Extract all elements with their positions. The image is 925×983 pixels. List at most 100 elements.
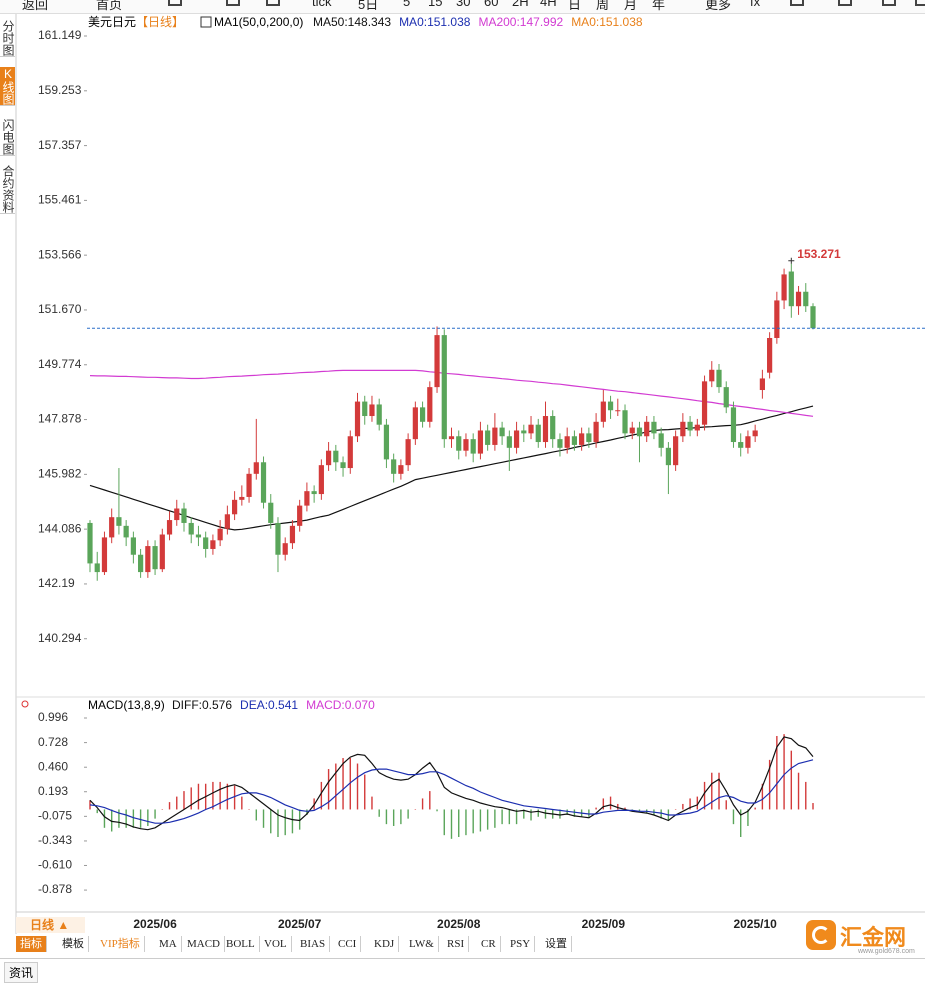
indicator-tab[interactable]: 模板 <box>58 936 89 952</box>
macd-bar <box>436 809 438 812</box>
sidebar-tab[interactable]: K线图 <box>0 67 15 106</box>
toolbar-item[interactable]: fx <box>750 0 761 9</box>
macd-bar <box>364 774 366 810</box>
indicator-tab[interactable]: MA <box>155 936 182 952</box>
sidebar-tab[interactable]: 分时图 <box>0 20 15 57</box>
toolbar-icon[interactable] <box>168 0 182 6</box>
indicator-line <box>89 369 814 417</box>
indicator-tab[interactable]: LW& <box>405 936 439 952</box>
sidebar-tab[interactable]: 闪电图 <box>0 119 15 156</box>
candle-body <box>123 525 129 538</box>
candle-body <box>304 491 310 506</box>
toolbar-item[interactable]: 60 <box>484 0 499 9</box>
candle-body <box>701 381 708 425</box>
period-button[interactable]: 日线 ▲ <box>30 917 69 932</box>
toolbar-item[interactable]: 2H <box>512 0 529 9</box>
macd-bar <box>132 809 135 828</box>
macd-bar <box>356 763 359 810</box>
settings-icon[interactable] <box>21 700 29 708</box>
macd-bar <box>718 772 720 810</box>
toolbar-item[interactable]: 年 <box>652 0 666 12</box>
candle-body <box>680 421 686 437</box>
macd-bar <box>429 791 431 810</box>
macd-bar <box>212 781 214 810</box>
indicator-tab[interactable]: VOL <box>260 936 292 952</box>
indicator-tab[interactable]: BIAS <box>296 936 331 952</box>
toolbar-item[interactable]: 返回 <box>22 0 49 12</box>
toolbar-icon[interactable] <box>882 0 896 6</box>
toolbar-item[interactable]: 周 <box>596 0 610 12</box>
toolbar-item[interactable]: 首页 <box>96 0 123 12</box>
toolbar-item[interactable]: tick <box>312 0 332 9</box>
candle-body <box>607 401 614 411</box>
footer-tab[interactable]: 资讯 <box>4 962 39 983</box>
indicator-tab[interactable]: RSI <box>443 936 470 952</box>
sidebar-tab[interactable]: 合约资料 <box>0 165 15 214</box>
candle-body <box>687 421 693 431</box>
indicator-tab[interactable]: MACD <box>183 936 226 952</box>
candle-body <box>629 427 635 434</box>
y-tick-label: 147.878 <box>38 412 82 426</box>
macd-bar <box>400 809 402 825</box>
indicator-tab[interactable]: PSY <box>506 936 536 952</box>
indicator-tab[interactable]: VIP指标 <box>96 936 145 952</box>
macd-bar <box>638 809 641 812</box>
candle-body <box>239 496 245 500</box>
candle-body <box>195 534 202 538</box>
candle-body <box>354 401 361 437</box>
macd-bar <box>197 783 200 810</box>
macd-bar <box>371 796 373 810</box>
candle-body <box>521 430 527 434</box>
macd-bar <box>732 809 735 825</box>
indicator-tab[interactable]: KDJ <box>370 936 400 952</box>
macd-bar <box>154 809 156 819</box>
toolbar-icon[interactable] <box>915 0 925 6</box>
macd-title: MACD(13,8,9) <box>88 698 165 712</box>
toolbar-item[interactable]: 30 <box>456 0 471 9</box>
indicator-tab[interactable]: 设置 <box>541 936 572 952</box>
toolbar-item[interactable]: 15 <box>428 0 443 9</box>
macd-bar <box>725 800 727 810</box>
y-tick-label: 149.774 <box>38 357 82 371</box>
macd-bar <box>284 809 286 836</box>
macd-bar <box>241 796 243 810</box>
candle-body <box>138 554 144 573</box>
toolbar-item[interactable]: 更多 <box>705 0 732 12</box>
toolbar-icon[interactable] <box>790 0 804 6</box>
indicator-tab[interactable]: 指标 <box>16 936 47 952</box>
candle-body <box>600 401 606 422</box>
candle-body <box>419 407 426 422</box>
candle-body <box>210 540 216 549</box>
candle-body <box>246 473 252 497</box>
macd-bar <box>617 803 619 810</box>
toolbar-item[interactable]: 日 <box>568 0 582 12</box>
toolbar-item[interactable]: 4H <box>540 0 557 9</box>
period-button-bg[interactable] <box>16 917 85 933</box>
macd-bar <box>494 809 496 828</box>
toolbar-icon[interactable] <box>226 0 240 6</box>
macd-bar <box>660 809 662 819</box>
indicator-label: MA1(50,0,200,0) <box>214 15 303 29</box>
macd-bar <box>298 809 301 830</box>
macd-bar <box>486 809 489 830</box>
macd-bar <box>588 809 590 817</box>
candle-body <box>636 427 643 437</box>
y-tick-label: 0.996 <box>38 710 68 724</box>
macd-bar <box>479 809 482 832</box>
toolbar-icon[interactable] <box>266 0 280 6</box>
indicator-tab[interactable]: BOLL <box>222 936 260 952</box>
candle-body <box>673 436 679 466</box>
toolbar-item[interactable]: 月 <box>624 0 638 12</box>
macd-bar <box>754 807 756 810</box>
indicator-tab[interactable]: CCI <box>334 936 362 952</box>
toolbar-item[interactable]: 5 <box>403 0 411 9</box>
indicator-tab[interactable]: CR <box>477 936 501 952</box>
toolbar-item[interactable]: 5日 <box>358 0 379 12</box>
candle-body <box>434 335 440 388</box>
y-tick-label: -0.075 <box>38 809 72 823</box>
indicator-icon[interactable] <box>200 16 212 28</box>
toolbar-icon[interactable] <box>838 0 852 6</box>
candle-body <box>694 424 700 431</box>
candle-body <box>535 424 541 443</box>
candle-body <box>470 439 476 454</box>
